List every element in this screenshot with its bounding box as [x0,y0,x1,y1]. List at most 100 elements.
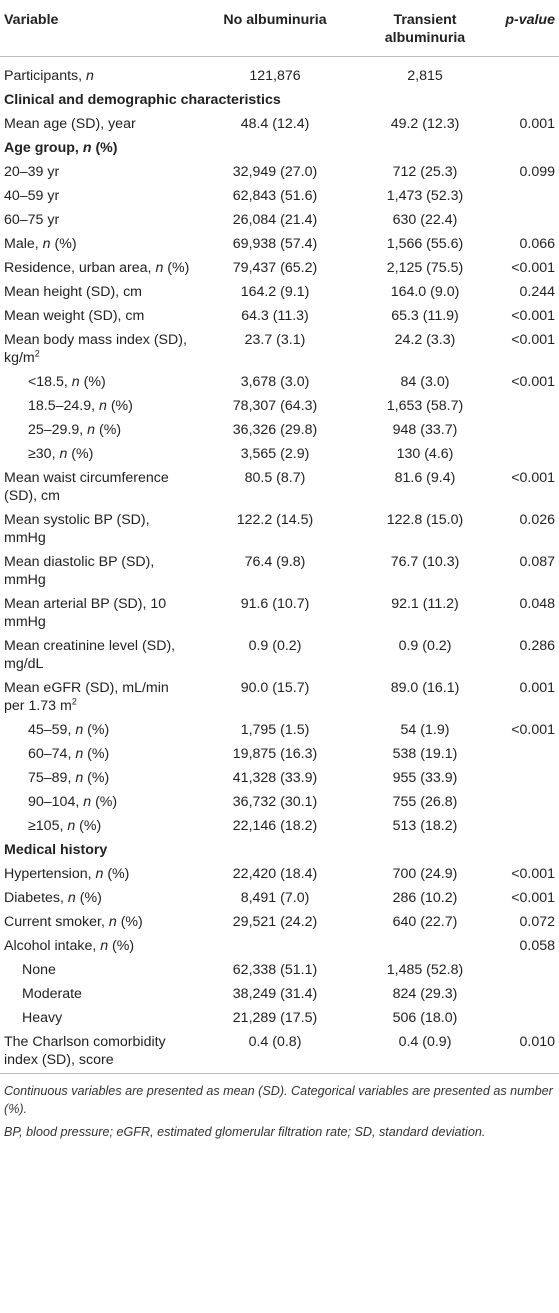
row-label: The Charlson comorbidity index (SD), sco… [0,1030,196,1074]
header-p-value: p-value [496,0,559,57]
cell-p-value: 0.001 [519,116,555,132]
row-label: Residence, urban area, n (%) [4,260,190,276]
cell-transient: 24.2 (3.3) [394,332,456,348]
cell-p-value: 0.058 [519,938,555,954]
cell-p-value: 0.001 [519,680,555,696]
cell-p-value: <0.001 [511,866,555,882]
table-row: Hypertension, n (%) 22,420 (18.4) 700 (2… [0,862,559,886]
table-row: 75–89, n (%) 41,328 (33.9) 955 (33.9) [0,766,559,790]
table-row: Mean eGFR (SD), mL/min per 1.73 m2 90.0 … [0,676,559,718]
cell-transient: 700 (24.9) [392,866,458,882]
header-transient-albuminuria: Transient albuminuria [356,0,496,57]
cell-transient: 122.8 (15.0) [386,512,464,528]
cell-transient: 1,566 (55.6) [386,236,464,252]
table-row: 60–74, n (%) 19,875 (16.3) 538 (19.1) [0,742,559,766]
cell-transient: 755 (26.8) [392,794,458,810]
cell-no-albuminuria: 64.3 (11.3) [241,308,309,324]
section-row: Age group, n (%) [0,136,559,160]
header-p-italic: p [505,12,514,28]
cell-transient: 92.1 (11.2) [391,596,459,612]
table-row: 45–59, n (%) 1,795 (1.5) 54 (1.9) <0.001 [0,718,559,742]
cell-transient: 1,485 (52.8) [386,962,464,978]
cell-no-albuminuria: 62,843 (51.6) [232,188,318,204]
row-label: Mean weight (SD), cm [4,308,145,324]
row-label: Mean height (SD), cm [4,284,142,300]
table-row: Alcohol intake, n (%) 0.058 [0,934,559,958]
table-row: Male, n (%) 69,938 (57.4) 1,566 (55.6) 0… [0,232,559,256]
cell-transient: 54 (1.9) [400,722,450,738]
cell-transient [356,934,496,958]
cell-no-albuminuria: 29,521 (24.2) [232,914,318,930]
cell-p-value: <0.001 [511,890,555,906]
cell-p-value [496,790,559,814]
section-row: Medical history [0,838,559,862]
cell-no-albuminuria: 78,307 (64.3) [232,398,318,414]
cell-p-value: <0.001 [511,308,555,324]
row-label: Mean age (SD), year [4,116,136,132]
header-no-albuminuria: No albuminuria [196,0,356,57]
table-row: 25–29.9, n (%) 36,326 (29.8) 948 (33.7) [0,418,559,442]
cell-transient: 164.0 (9.0) [390,284,460,300]
cell-no-albuminuria: 164.2 (9.1) [240,284,310,300]
header-row: Variable No albuminuria Transient albumin… [0,0,559,57]
row-label: Male, n (%) [4,236,77,252]
table-row: Diabetes, n (%) 8,491 (7.0) 286 (10.2) <… [0,886,559,910]
table-row: 20–39 yr 32,949 (27.0) 712 (25.3) 0.099 [0,160,559,184]
cell-p-value: 0.286 [519,638,555,654]
cell-no-albuminuria: 79,437 (65.2) [232,260,318,276]
cell-p-value [496,57,559,89]
cell-transient: 824 (29.3) [392,986,458,1002]
cell-transient: 0.9 (0.2) [398,638,452,654]
table-row: Moderate 38,249 (31.4) 824 (29.3) [0,982,559,1006]
row-label: 45–59, n (%) [28,722,110,738]
row-label: Mean body mass index (SD), kg/m2 [4,332,187,366]
table-row: <18.5, n (%) 3,678 (3.0) 84 (3.0) <0.001 [0,370,559,394]
cell-no-albuminuria: 1,795 (1.5) [240,722,310,738]
cell-no-albuminuria: 41,328 (33.9) [232,770,318,786]
cell-transient: 955 (33.9) [392,770,458,786]
table-row: 40–59 yr 62,843 (51.6) 1,473 (52.3) [0,184,559,208]
footnote-1: Continuous variables are presented as me… [4,1084,553,1116]
cell-transient: 84 (3.0) [400,374,450,390]
table-row: 60–75 yr 26,084 (21.4) 630 (22.4) [0,208,559,232]
cell-p-value: 0.072 [519,914,555,930]
cell-p-value: <0.001 [511,260,555,276]
cell-p-value [496,442,559,466]
row-label: 60–74, n (%) [28,746,110,762]
cell-transient: 712 (25.3) [392,164,458,180]
table-row: ≥30, n (%) 3,565 (2.9) 130 (4.6) [0,442,559,466]
cell-p-value: 0.099 [519,164,555,180]
cell-no-albuminuria: 122.2 (14.5) [236,512,314,528]
cell-transient: 1,653 (58.7) [386,398,464,414]
row-label: Participants, n [4,68,94,84]
row-label: 40–59 yr [4,188,60,204]
cell-p-value: 0.087 [519,554,555,570]
cell-no-albuminuria: 23.7 (3.1) [244,332,306,348]
cell-p-value [496,742,559,766]
cell-p-value [496,208,559,232]
cell-p-value: <0.001 [511,332,555,348]
footnote-2: BP, blood pressure; eGFR, estimated glom… [4,1125,486,1139]
cell-no-albuminuria [196,934,356,958]
row-label: ≥30, n (%) [28,446,94,462]
cell-no-albuminuria: 36,326 (29.8) [232,422,318,438]
table-row: Mean age (SD), year 48.4 (12.4) 49.2 (12… [0,112,559,136]
table-row: Mean arterial BP (SD), 10 mmHg 91.6 (10.… [0,592,559,634]
cell-transient: 49.2 (12.3) [390,116,460,132]
row-label: Mean waist circumference (SD), cm [4,470,169,504]
cell-p-value [496,958,559,982]
section-title: Age group, n (%) [4,140,118,156]
cell-no-albuminuria: 22,420 (18.4) [232,866,318,882]
cell-p-value [496,814,559,838]
cell-transient: 513 (18.2) [392,818,458,834]
table-row: Residence, urban area, n (%) 79,437 (65.… [0,256,559,280]
row-label: Moderate [22,986,82,1002]
table-row: Heavy 21,289 (17.5) 506 (18.0) [0,1006,559,1030]
row-label: Current smoker, n (%) [4,914,143,930]
row-label: None [22,962,56,978]
cell-p-value: 0.244 [519,284,555,300]
row-label: 90–104, n (%) [28,794,118,810]
cell-p-value: <0.001 [511,374,555,390]
cell-transient: 286 (10.2) [392,890,458,906]
